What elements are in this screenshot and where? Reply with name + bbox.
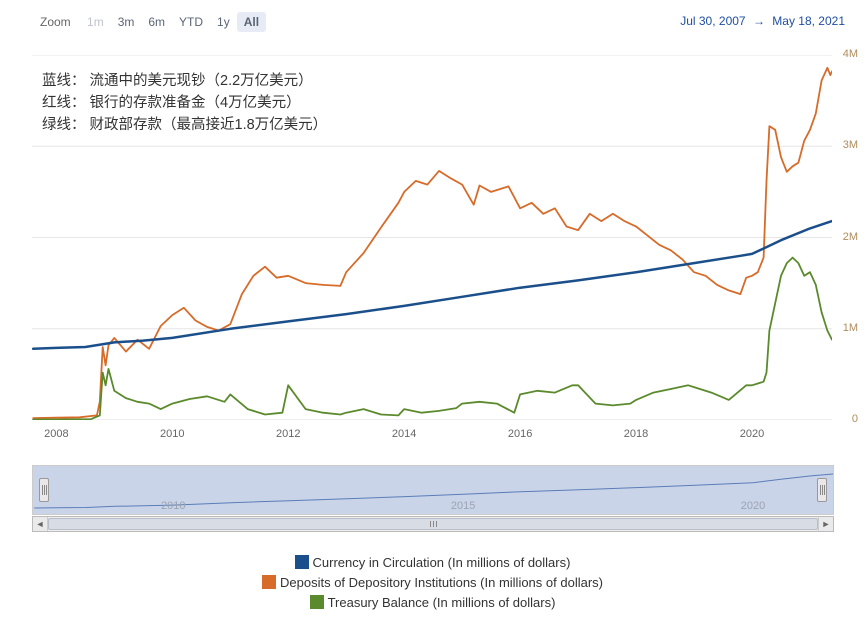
legend-label: Currency in Circulation (In millions of … [313,555,571,570]
navigator-handle-right[interactable] [817,478,827,502]
y-tick-label: 2M [843,231,858,243]
legend-item[interactable]: Currency in Circulation (In millions of … [295,553,571,573]
date-range: Jul 30, 2007 → May 18, 2021 [680,14,845,28]
zoom-button-all[interactable]: All [237,12,266,32]
x-tick-label: 2016 [508,428,532,440]
zoom-button-1y[interactable]: 1y [210,12,237,32]
legend-swatch [295,555,309,569]
navigator-tick: 2015 [451,500,475,512]
zoom-button-ytd[interactable]: YTD [172,12,210,32]
navigator-tick: 2010 [161,500,185,512]
legend-label: Deposits of Depository Institutions (In … [280,575,603,590]
x-tick-label: 2012 [276,428,300,440]
zoom-button-3m[interactable]: 3m [111,12,142,32]
zoom-button-1m: 1m [80,12,111,32]
x-tick-label: 2008 [44,428,68,440]
scroll-right-button[interactable]: ► [819,517,833,531]
navigator-handle-left[interactable] [39,478,49,502]
zoom-label: Zoom [40,15,71,29]
navigator-tick: 2020 [741,500,765,512]
date-from-input[interactable]: Jul 30, 2007 [680,14,745,28]
scroll-thumb[interactable] [48,518,818,530]
legend-item[interactable]: Treasury Balance (In millions of dollars… [310,593,556,613]
scroll-left-button[interactable]: ◄ [33,517,47,531]
legend-swatch [310,595,324,609]
navigator[interactable]: 2010 2015 2020 [32,465,834,515]
y-tick-label: 0 [852,413,858,425]
scroll-track[interactable] [47,517,819,531]
y-tick-label: 1M [843,322,858,334]
date-to-input[interactable]: May 18, 2021 [772,14,845,28]
x-tick-label: 2014 [392,428,416,440]
zoom-buttons: 1m3m6mYTD1yAll [80,12,266,32]
chart-container: Zoom 1m3m6mYTD1yAll Jul 30, 2007 → May 1… [0,0,865,625]
x-tick-label: 2018 [624,428,648,440]
series-deposits [33,68,832,418]
y-tick-label: 4M [843,48,858,60]
arrow-icon: → [753,14,765,28]
series-currency [33,221,832,349]
navigator-scrollbar[interactable]: ◄ ► [32,516,834,532]
legend-item[interactable]: Deposits of Depository Institutions (In … [262,573,603,593]
legend: Currency in Circulation (In millions of … [0,553,865,613]
legend-label: Treasury Balance (In millions of dollars… [328,595,556,610]
legend-swatch [262,575,276,589]
plot-area[interactable]: 01M2M3M4M2008201020122014201620182020 [32,55,832,420]
navigator-svg [33,466,833,514]
range-selector: Zoom 1m3m6mYTD1yAll Jul 30, 2007 → May 1… [40,12,845,36]
y-tick-label: 3M [843,139,858,151]
x-tick-label: 2010 [160,428,184,440]
plot-svg [32,55,832,420]
x-tick-label: 2020 [740,428,764,440]
zoom-button-6m[interactable]: 6m [141,12,172,32]
